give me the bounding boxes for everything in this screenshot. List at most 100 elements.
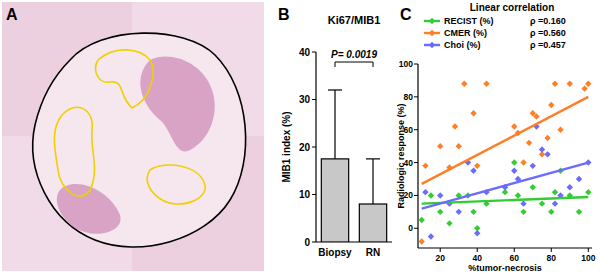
point — [552, 200, 558, 206]
fit-line — [422, 97, 589, 184]
point — [552, 81, 558, 87]
x-tick — [551, 248, 552, 252]
plot-area — [419, 81, 592, 245]
x-tick-label: RN — [366, 247, 380, 258]
point — [557, 127, 563, 133]
y-tick-label: 40 — [299, 47, 311, 58]
panel-label: C — [400, 6, 412, 23]
necrosis-outline — [96, 50, 153, 108]
x-tick-label: Biopsy — [318, 247, 352, 258]
y-axis — [417, 64, 418, 248]
y-tick-label: 60 — [404, 125, 414, 135]
point — [470, 168, 476, 174]
point — [470, 209, 476, 215]
point — [520, 200, 526, 206]
legend-stat: ρ =0.560 — [530, 28, 566, 38]
point — [437, 209, 443, 215]
x-tick-label: 60 — [510, 253, 520, 263]
point — [474, 230, 480, 236]
y-tick-label: 80 — [404, 92, 414, 102]
point — [470, 110, 476, 116]
necrosis-outline — [54, 107, 94, 196]
point — [552, 189, 558, 195]
point — [452, 123, 458, 129]
y-tick — [414, 129, 418, 130]
y-label: MIB1 index (%) — [281, 111, 292, 182]
panel-label: B — [278, 6, 290, 23]
legend-marker — [429, 18, 435, 24]
point — [419, 217, 425, 223]
necrosis-outline — [147, 165, 205, 204]
y-tick-label: 10 — [299, 189, 311, 200]
panel-c: CLinear correlationRadiologic response (… — [396, 2, 596, 273]
legend-stat: ρ =0.457 — [530, 40, 566, 50]
point — [539, 146, 545, 152]
y-tick-label: 100 — [399, 59, 413, 69]
legend-label: Choi (%) — [444, 40, 481, 50]
fit-line — [422, 163, 589, 209]
point — [422, 189, 428, 195]
title: Ki67/MIB1 — [328, 14, 381, 26]
point — [437, 192, 443, 198]
y-tick — [414, 96, 418, 97]
title: Linear correlation — [470, 2, 554, 13]
x-tick — [588, 248, 589, 252]
figure: AB Ki67/MIB1 MIB1 index (%) 0 10 20 30 40 Biopsy… — [0, 0, 600, 273]
point — [533, 113, 539, 119]
point — [548, 102, 554, 108]
y-tick-label: 20 — [404, 190, 414, 200]
point — [530, 163, 536, 169]
x-tick — [440, 248, 441, 252]
point — [474, 163, 480, 169]
x-tick — [514, 248, 515, 252]
point — [581, 85, 587, 91]
x-label: %tumor-necrosis — [468, 263, 542, 273]
significance-bracket — [335, 62, 373, 67]
panel-a: A — [2, 2, 264, 271]
y-tick-label: 0 — [304, 237, 310, 248]
y-tick — [414, 64, 418, 65]
legend-stat: ρ =0.160 — [530, 16, 566, 26]
legend: RECIST (%)ρ =0.160CMER (%)ρ =0.560Choi (… — [424, 16, 566, 50]
bar — [359, 204, 386, 242]
y-tick-label: 30 — [299, 94, 311, 105]
tumor-outline — [33, 33, 246, 247]
point — [585, 189, 591, 195]
y-tick-label: 20 — [299, 142, 311, 153]
point — [526, 140, 532, 146]
point — [419, 238, 425, 244]
y-tick — [414, 162, 418, 163]
point — [544, 151, 550, 157]
bars — [321, 90, 386, 242]
viable-region — [140, 56, 214, 151]
point — [446, 220, 452, 226]
y-tick-label: 40 — [404, 158, 414, 168]
panel-b: B Ki67/MIB1 MIB1 index (%) 0 10 20 30 40 Biopsy R… — [278, 6, 392, 258]
legend-marker — [429, 30, 435, 36]
p-value: P= 0.0019 — [331, 49, 377, 60]
point — [567, 184, 573, 190]
point — [456, 209, 462, 215]
point — [456, 143, 462, 149]
point — [437, 143, 443, 149]
point — [585, 81, 591, 87]
point — [530, 184, 536, 190]
y-tick — [312, 52, 316, 53]
bar — [321, 159, 348, 242]
x-tick-label: 80 — [547, 253, 557, 263]
point — [461, 81, 467, 87]
point — [520, 159, 526, 165]
error-bar — [334, 90, 335, 159]
legend-label: RECIST (%) — [444, 16, 494, 26]
point — [428, 192, 434, 198]
y-tick — [312, 242, 316, 243]
y-tick — [312, 99, 316, 100]
x-tick — [477, 248, 478, 252]
point — [511, 168, 517, 174]
point — [576, 209, 582, 215]
point — [511, 123, 517, 129]
y-tick — [312, 147, 316, 148]
x-tick-label: 100 — [581, 253, 595, 263]
error-cap — [366, 158, 380, 159]
y-tick — [414, 195, 418, 196]
